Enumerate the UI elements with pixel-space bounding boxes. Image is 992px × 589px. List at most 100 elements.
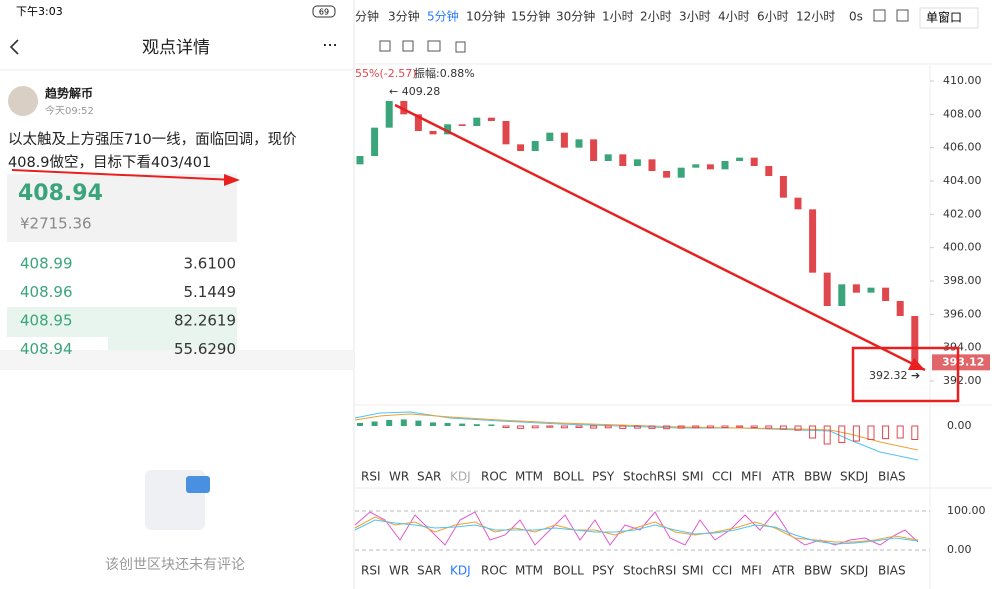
- indicator-tab[interactable]: StochRSI: [623, 470, 676, 484]
- macd-bar: [371, 421, 378, 426]
- macd-bar: [400, 419, 407, 426]
- indicator-tab[interactable]: ATR: [772, 470, 795, 484]
- macd-bar: [838, 425, 846, 443]
- candle: [517, 144, 525, 151]
- indicator-tab[interactable]: StochRSI: [623, 564, 676, 578]
- y-tick-label: 0.00: [947, 543, 972, 556]
- y-tick-label: 410.00: [943, 74, 982, 87]
- candle: [648, 159, 656, 171]
- indicator-tab[interactable]: PSY: [592, 470, 615, 484]
- candle: [911, 316, 919, 363]
- candle: [400, 101, 408, 115]
- candle: [414, 114, 422, 131]
- macd-bar: [794, 425, 802, 431]
- indicator-tab[interactable]: ATR: [772, 564, 795, 578]
- price-cny: ¥2715.36: [20, 215, 92, 233]
- candle: [692, 164, 700, 168]
- macd-bar: [357, 423, 363, 426]
- back-button[interactable]: [9, 39, 19, 55]
- macd-bar: [473, 424, 480, 426]
- interval-tab[interactable]: 2小时: [640, 10, 672, 24]
- indicator-tab[interactable]: ROC: [481, 470, 507, 484]
- indicator-tab[interactable]: SKDJ: [840, 564, 868, 578]
- post-text: 408.9做空，目标下看403/401: [8, 154, 211, 171]
- indicator-tab[interactable]: KDJ: [450, 470, 471, 484]
- avatar: [8, 86, 38, 116]
- interval-tab[interactable]: 15分钟: [511, 9, 550, 24]
- indicator-tab[interactable]: BIAS: [878, 564, 906, 578]
- indicator-tab[interactable]: CCI: [712, 564, 732, 578]
- interval-tab[interactable]: 10分钟: [466, 9, 505, 24]
- candle: [809, 209, 817, 273]
- macd-bar: [546, 425, 554, 428]
- candle: [794, 197, 802, 210]
- macd-bar: [663, 425, 671, 430]
- window-button[interactable]: [919, 7, 979, 29]
- macd-bar: [896, 425, 904, 439]
- macd-bar: [488, 424, 495, 426]
- more-button[interactable]: ···: [322, 36, 337, 55]
- indicator-tab[interactable]: BBW: [804, 564, 832, 578]
- indicator-tab[interactable]: WR: [389, 470, 409, 484]
- indicator-tab[interactable]: MFI: [741, 564, 762, 578]
- interval-tab[interactable]: 4小时: [718, 10, 750, 24]
- kdj-line: [354, 519, 919, 545]
- candle: [677, 167, 685, 178]
- battery-icon: [312, 5, 336, 18]
- interval-tab[interactable]: 0s: [849, 10, 863, 24]
- candle: [546, 132, 554, 141]
- indicator-tab[interactable]: MTM: [515, 470, 543, 484]
- interval-tab[interactable]: 30分钟: [556, 9, 595, 24]
- indicator-tab[interactable]: RSI: [361, 564, 381, 578]
- annotation-arrow: [394, 103, 926, 372]
- indicator-tab[interactable]: BOLL: [553, 564, 584, 578]
- y-tick-label: 406.00: [943, 141, 982, 154]
- macd-bar: [575, 425, 583, 428]
- candle: [852, 284, 860, 293]
- interval-tab[interactable]: 分钟: [355, 9, 379, 24]
- indicator-tab[interactable]: WR: [389, 564, 409, 578]
- indicator-tab[interactable]: SMI: [682, 470, 704, 484]
- y-tick-label: 408.00: [943, 107, 982, 120]
- low-label: 392.32 ➔: [869, 369, 920, 382]
- indicator-tab[interactable]: SAR: [417, 564, 441, 578]
- candle: [619, 154, 627, 166]
- indicator-tab[interactable]: BBW: [804, 470, 832, 484]
- indicator-tab[interactable]: SAR: [417, 470, 441, 484]
- interval-tab[interactable]: 3小时: [679, 10, 711, 24]
- indicator-tab[interactable]: SKDJ: [840, 470, 868, 484]
- candle: [750, 157, 758, 166]
- candle: [882, 287, 890, 301]
- indicator-tab[interactable]: SMI: [682, 564, 704, 578]
- indicator-tab[interactable]: BOLL: [553, 470, 584, 484]
- candle: [604, 154, 612, 161]
- interval-tab[interactable]: 1小时: [602, 10, 634, 24]
- indicator-tab[interactable]: MFI: [741, 470, 762, 484]
- candle: [575, 139, 583, 148]
- interval-tab[interactable]: 5分钟: [427, 9, 459, 24]
- interval-tab[interactable]: 3分钟: [388, 9, 420, 24]
- macd-bar: [809, 425, 817, 439]
- candle: [356, 156, 364, 165]
- indicator-tab[interactable]: CCI: [712, 470, 732, 484]
- indicator-tab[interactable]: KDJ: [450, 564, 471, 578]
- y-tick-label: 398.00: [943, 274, 982, 287]
- indicator-tab[interactable]: BIAS: [878, 470, 906, 484]
- candle: [779, 176, 787, 198]
- indicator-tab[interactable]: MTM: [515, 564, 543, 578]
- book-amount: 5.1449: [184, 283, 237, 301]
- macd-bar: [852, 425, 860, 442]
- interval-tab[interactable]: 12小时: [796, 10, 835, 24]
- macd-bar: [823, 425, 831, 445]
- current-price: 393.12: [942, 355, 984, 368]
- indicator-tab[interactable]: ROC: [481, 564, 507, 578]
- indicator-tab[interactable]: RSI: [361, 470, 381, 484]
- macd-bar: [706, 425, 714, 429]
- candle: [721, 161, 729, 170]
- annotation-arrow-head: [224, 174, 240, 186]
- interval-tab[interactable]: 6小时: [757, 10, 789, 24]
- annotation-arrow-head: [908, 358, 925, 370]
- indicator-tab[interactable]: PSY: [592, 564, 615, 578]
- macd-bar: [721, 425, 729, 428]
